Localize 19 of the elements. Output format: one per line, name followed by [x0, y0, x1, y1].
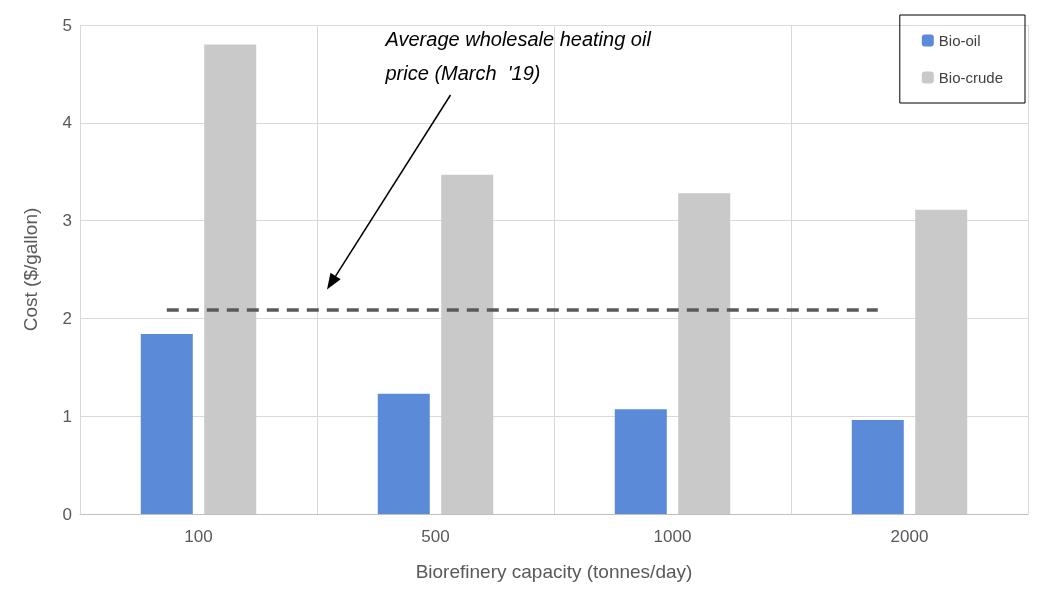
- y-tick-label: 3: [62, 211, 72, 231]
- y-tick-label: 0: [62, 504, 72, 524]
- x-tick-label: 500: [421, 527, 450, 546]
- x-tick-label: 100: [184, 527, 213, 546]
- bar: [614, 409, 667, 514]
- bar: [377, 393, 430, 514]
- y-tick-label: 4: [62, 113, 72, 133]
- y-tick-label: 1: [62, 406, 72, 426]
- bar: [140, 334, 193, 514]
- legend-label: Bio-oil: [938, 32, 981, 49]
- x-tick-label: 2000: [890, 527, 929, 546]
- annotation: Average wholesale heating oil price (March '19): [384, 28, 657, 84]
- bar: [851, 420, 904, 514]
- y-axis-title: Cost ($/gallon): [20, 207, 41, 332]
- x-axis-title: Biorefinery capacity (tonnes/day): [415, 561, 693, 582]
- y-tick-label: 2: [62, 308, 72, 328]
- x-tick-label: 1000: [653, 527, 692, 546]
- legend-label: Bio-crude: [938, 69, 1004, 86]
- y-tick-label: 5: [62, 15, 72, 35]
